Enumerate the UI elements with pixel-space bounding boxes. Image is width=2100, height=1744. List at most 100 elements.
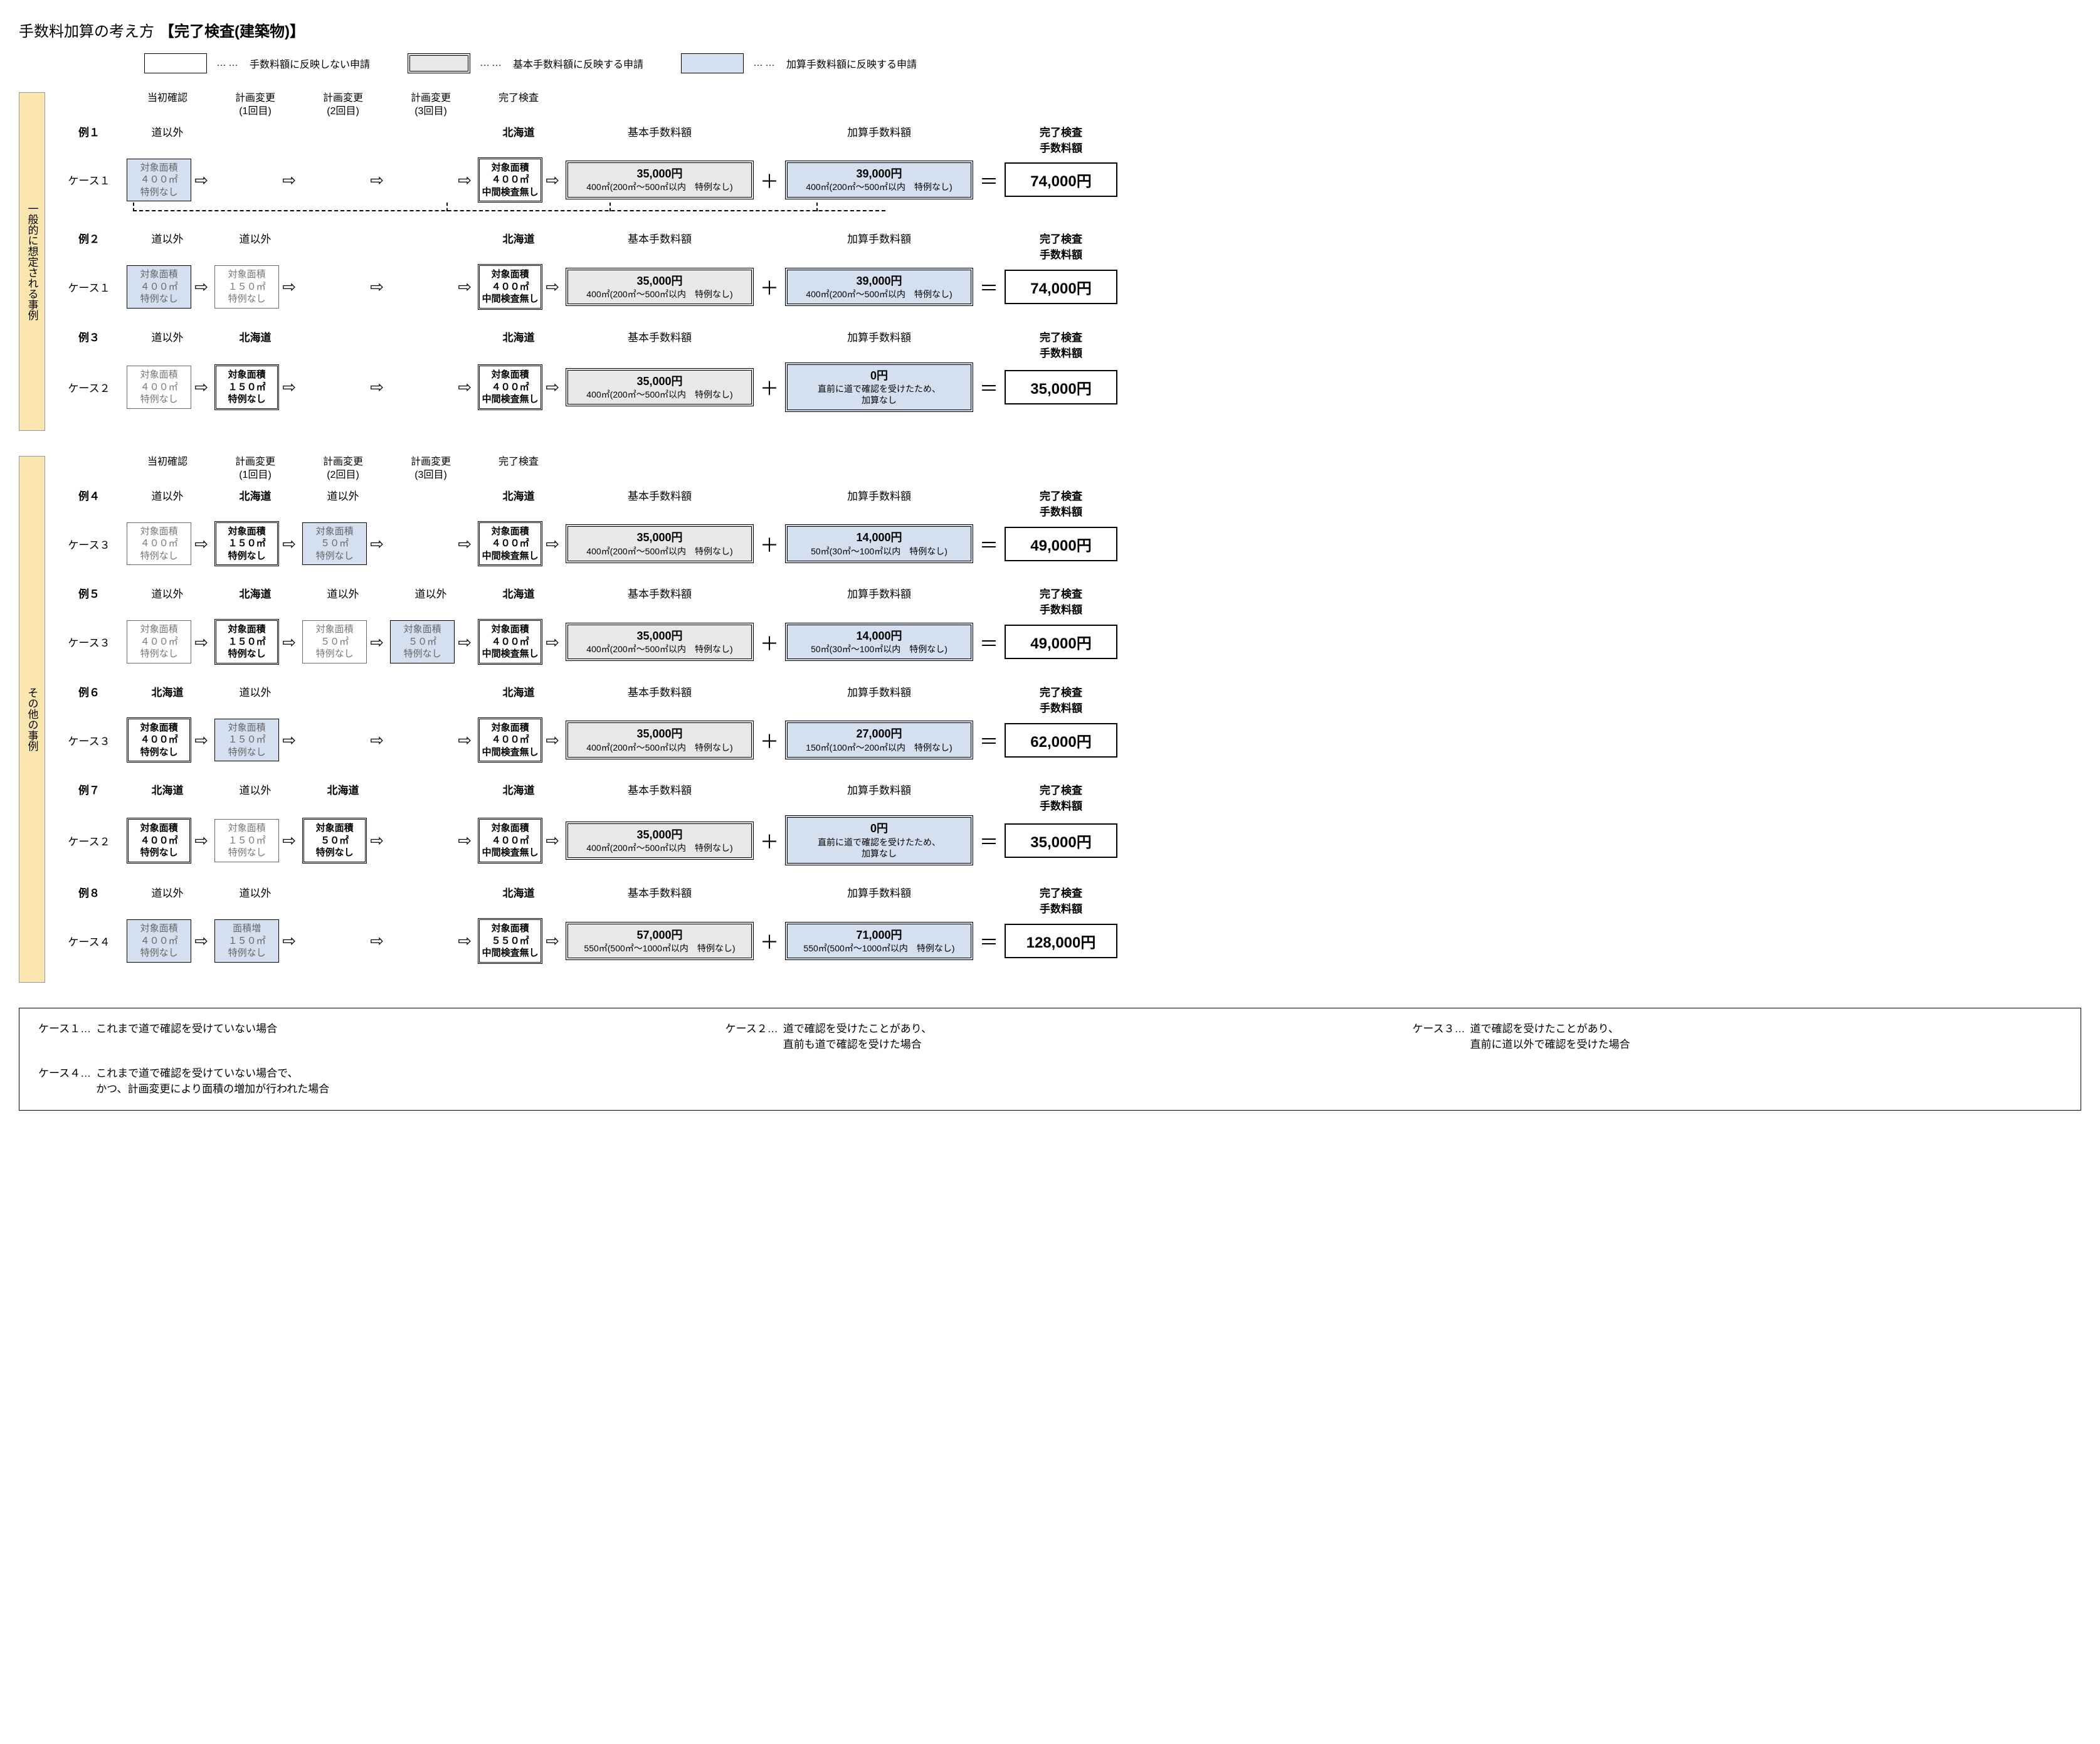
arrow-icon: ⇨ (546, 634, 559, 650)
addition-fee-box: 14,000円 50㎡(30㎡～100㎡以内 特例なし) (785, 623, 973, 662)
example-label: 例７ (58, 781, 120, 813)
slot-head: 道以外 (127, 124, 208, 155)
box-line2: ４００㎡ (129, 537, 189, 550)
basic-fee-head: 基本手数料額 (566, 585, 754, 616)
slot-cell: 対象面積 ５０㎡ 特例なし ⇨ (302, 620, 384, 663)
col-header: 計画変更 (1回目) (214, 92, 296, 119)
slot-cell: 対象面積 ４００㎡ 特例なし ⇨ (127, 717, 208, 763)
application-box: 対象面積 １５０㎡ 特例なし (214, 521, 279, 567)
arrow-icon: ⇨ (194, 278, 208, 295)
addition-fee-detail: 直前に道で確認を受けたため、 加算なし (791, 383, 967, 406)
addition-fee-amount: 0円 (791, 369, 967, 383)
arrow-icon: ⇨ (458, 536, 472, 552)
legend-dots: …… (216, 58, 240, 69)
box-line3: 中間検査無し (481, 393, 539, 406)
arrow-only: ⇨ (302, 278, 384, 295)
arrow-icon: ⇨ (546, 732, 559, 748)
arrow-icon: ⇨ (546, 536, 559, 552)
arrow-only: ⇨ (390, 379, 472, 395)
arrow-icon: ⇨ (194, 832, 208, 848)
example-label: 例５ (58, 585, 120, 616)
addition-fee-detail: 400㎡(200㎡～500㎡以内 特例なし) (791, 181, 967, 193)
slot-head: 道以外 (214, 884, 296, 916)
slot-head (390, 329, 472, 360)
box-line1: 対象面積 (481, 526, 539, 538)
application-box: 対象面積 ４００㎡ 中間検査無し (478, 619, 542, 665)
box-line3: 特例なし (304, 550, 365, 563)
slot-cell: 対象面積 ４００㎡ 特例なし ⇨ (127, 919, 208, 963)
application-box: 対象面積 ４００㎡ 中間検査無し (478, 818, 542, 864)
addition-fee-head: 加算手数料額 (785, 884, 973, 916)
arrow-icon: ⇨ (282, 634, 296, 650)
slot-head: 道以外 (214, 684, 296, 715)
title-prefix: 手数料加算の考え方 (19, 19, 154, 41)
box-line2: ４００㎡ (481, 381, 539, 394)
equals-icon: ＝ (979, 827, 998, 854)
application-box: 対象面積 ５５０㎡ 中間検査無し (478, 918, 542, 964)
addition-fee-detail: 150㎡(100㎡～200㎡以内 特例なし) (791, 742, 967, 753)
slot-head: 北海道 (214, 585, 296, 616)
plus-icon: ＋ (760, 273, 779, 300)
box-line2: １５０㎡ (218, 636, 276, 648)
total-wrap: 35,000円 (1005, 823, 1117, 858)
basic-fee-detail: 400㎡(200㎡～500㎡以内 特例なし) (572, 742, 747, 753)
example-row: 例６ 北海道道以外北海道 基本手数料額 加算手数料額 完了検査 手数料額 ケース… (58, 684, 2081, 763)
addition-fee-amount: 14,000円 (791, 629, 967, 643)
col-header: 計画変更 (2回目) (302, 92, 384, 119)
slot-head (302, 684, 384, 715)
box-line3: 特例なし (129, 550, 189, 563)
example-label: 例８ (58, 884, 120, 916)
addition-fee-amount: 14,000円 (791, 531, 967, 545)
column-headers: 当初確認 計画変更 (1回目) 計画変更 (2回目) 計画変更 (3回目) 完了… (58, 456, 2081, 482)
arrow-only: ⇨ (302, 732, 384, 748)
box-line2: ４００㎡ (130, 835, 188, 847)
application-box: 対象面積 ５０㎡ 特例なし (302, 522, 367, 566)
col-header: 計画変更 (3回目) (390, 456, 472, 482)
box-line3: 中間検査無し (481, 847, 539, 859)
total-amount: 62,000円 (1005, 723, 1117, 758)
slot-head: 北海道 (478, 585, 559, 616)
equals-icon: ＝ (979, 273, 998, 300)
plus-icon: ＋ (760, 827, 779, 854)
application-box: 対象面積 ４００㎡ 特例なし (127, 159, 191, 202)
box-line1: 対象面積 (129, 623, 189, 636)
slot-cell: 対象面積 ４００㎡ 中間検査無し ⇨ (478, 619, 559, 665)
box-line3: 特例なし (129, 947, 189, 959)
box-line1: 対象面積 (129, 526, 189, 538)
slot-head: 北海道 (478, 124, 559, 155)
slot-cell: 対象面積 １５０㎡ 特例なし ⇨ (214, 819, 296, 862)
section-other: その他の事例 当初確認 計画変更 (1回目) 計画変更 (2回目) 計画変更 (… (19, 456, 2081, 982)
arrow-icon: ⇨ (370, 933, 384, 949)
slot-cell: 対象面積 ４００㎡ 特例なし ⇨ (127, 159, 208, 202)
box-line1: 対象面積 (481, 922, 539, 935)
addition-fee-head: 加算手数料額 (785, 329, 973, 360)
total-wrap: 62,000円 (1005, 723, 1117, 758)
arrow-only: ⇨ (302, 933, 384, 949)
slot-head: 北海道 (478, 329, 559, 360)
basic-fee-box: 35,000円 400㎡(200㎡～500㎡以内 特例なし) (566, 822, 754, 860)
slot-cell: 対象面積 ４００㎡ 特例なし ⇨ (127, 620, 208, 663)
slot-cell: 対象面積 ４００㎡ 中間検査無し ⇨ (478, 521, 559, 567)
box-line3: 特例なし (216, 847, 277, 859)
basic-fee-detail: 400㎡(200㎡～500㎡以内 特例なし) (572, 546, 747, 557)
box-line2: ４００㎡ (129, 281, 189, 293)
total-amount: 74,000円 (1005, 270, 1117, 304)
basic-fee-head: 基本手数料額 (566, 329, 754, 360)
application-box: 対象面積 ４００㎡ 特例なし (127, 620, 191, 663)
addition-fee-detail: 50㎡(30㎡～100㎡以内 特例なし) (791, 643, 967, 655)
slot-cell: 対象面積 ４００㎡ 特例なし ⇨ (127, 366, 208, 409)
box-line2: ５０㎡ (304, 636, 365, 648)
case-label: ケース３ (58, 634, 120, 650)
basic-fee-amount: 35,000円 (572, 274, 747, 288)
basic-fee-head: 基本手数料額 (566, 684, 754, 715)
addition-fee-detail: 400㎡(200㎡～500㎡以内 特例なし) (791, 288, 967, 300)
arrow-icon: ⇨ (282, 832, 296, 848)
box-line2: ４００㎡ (129, 381, 189, 394)
arrow-icon: ⇨ (370, 536, 384, 552)
application-box: 対象面積 １５０㎡ 特例なし (214, 265, 279, 309)
box-line3: 中間検査無し (481, 947, 539, 959)
example-row: 例４ 道以外北海道道以外北海道 基本手数料額 加算手数料額 完了検査 手数料額 … (58, 487, 2081, 567)
slot-cell: 対象面積 ５０㎡ 特例なし ⇨ (302, 818, 384, 864)
arrow-icon: ⇨ (194, 536, 208, 552)
legend-box-addition (681, 53, 744, 73)
